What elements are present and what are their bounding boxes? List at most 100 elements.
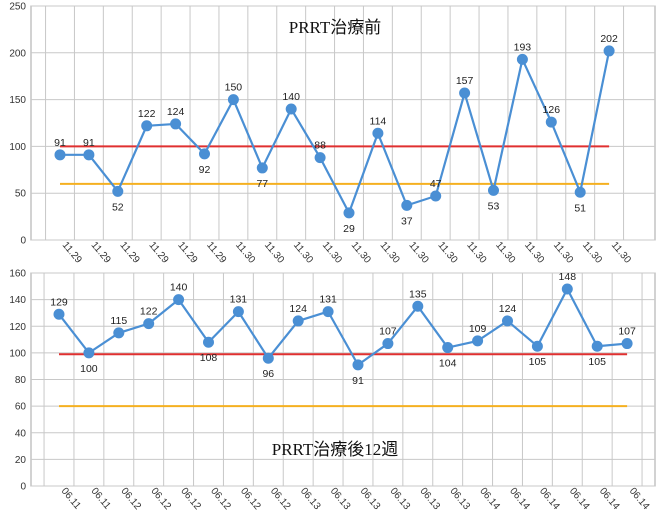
data-point bbox=[412, 300, 424, 312]
data-point bbox=[53, 308, 65, 320]
chart-title: PRRT治療後12週 bbox=[272, 440, 399, 459]
data-point bbox=[256, 162, 268, 174]
data-label: 47 bbox=[430, 178, 442, 190]
data-point bbox=[442, 342, 454, 354]
data-label: 124 bbox=[167, 106, 185, 118]
data-point bbox=[603, 45, 615, 57]
data-point bbox=[488, 184, 499, 196]
data-point bbox=[199, 148, 210, 160]
data-point bbox=[322, 306, 334, 318]
data-label: 105 bbox=[529, 356, 547, 368]
data-point bbox=[83, 149, 95, 161]
data-point bbox=[314, 152, 326, 164]
data-label: 202 bbox=[600, 33, 618, 45]
data-label: 37 bbox=[401, 215, 413, 227]
data-label: 107 bbox=[618, 326, 636, 338]
y-tick-label: 0 bbox=[20, 236, 26, 247]
data-label: 150 bbox=[225, 82, 243, 94]
data-label: 114 bbox=[370, 115, 387, 127]
data-label: 129 bbox=[50, 296, 68, 308]
plot-area bbox=[30, 5, 656, 241]
y-tick-label: 100 bbox=[9, 348, 26, 359]
y-tick-label: 200 bbox=[9, 48, 26, 59]
data-label: 91 bbox=[54, 137, 66, 149]
y-tick-label: 50 bbox=[15, 189, 27, 200]
data-point bbox=[285, 103, 297, 115]
data-point bbox=[561, 283, 573, 295]
data-label: 53 bbox=[488, 200, 500, 212]
data-point bbox=[262, 352, 274, 364]
data-label: 100 bbox=[80, 363, 98, 375]
data-label: 193 bbox=[514, 41, 532, 53]
data-point bbox=[343, 207, 355, 219]
data-label: 148 bbox=[559, 271, 577, 283]
data-point bbox=[143, 318, 155, 330]
data-label: 88 bbox=[314, 140, 326, 152]
data-point bbox=[141, 120, 153, 132]
y-tick-label: 0 bbox=[20, 482, 26, 493]
series-line bbox=[58, 287, 628, 366]
data-label: 92 bbox=[199, 164, 211, 176]
data-point bbox=[472, 335, 484, 347]
data-label: 126 bbox=[543, 104, 561, 116]
data-label: 91 bbox=[352, 375, 364, 387]
data-point bbox=[574, 186, 586, 198]
data-label: 122 bbox=[138, 108, 156, 120]
data-label: 91 bbox=[83, 137, 95, 149]
data-point bbox=[516, 53, 528, 65]
data-point bbox=[54, 149, 66, 161]
data-label: 109 bbox=[469, 323, 487, 335]
data-point bbox=[113, 327, 125, 339]
data-point bbox=[83, 347, 95, 359]
data-point bbox=[173, 294, 185, 306]
y-tick-label: 160 bbox=[9, 269, 26, 280]
data-point bbox=[227, 94, 239, 106]
data-label: 140 bbox=[282, 91, 300, 103]
data-point bbox=[292, 315, 304, 327]
data-label: 52 bbox=[112, 201, 124, 213]
data-label: 135 bbox=[409, 288, 427, 300]
data-point bbox=[372, 127, 384, 139]
data-label: 157 bbox=[456, 75, 474, 87]
y-tick-label: 250 bbox=[9, 2, 26, 13]
data-label: 104 bbox=[439, 358, 457, 370]
data-point bbox=[232, 306, 244, 318]
data-label: 131 bbox=[230, 294, 248, 306]
data-point bbox=[591, 340, 603, 352]
data-label: 124 bbox=[289, 303, 307, 315]
data-label: 105 bbox=[588, 356, 606, 368]
data-label: 115 bbox=[110, 315, 127, 327]
y-tick-label: 80 bbox=[15, 375, 27, 386]
data-point bbox=[352, 359, 364, 371]
data-label: 124 bbox=[499, 303, 517, 315]
data-label: 96 bbox=[262, 368, 274, 380]
y-tick-label: 140 bbox=[9, 295, 26, 306]
data-point bbox=[459, 87, 471, 99]
data-label: 122 bbox=[140, 306, 158, 318]
data-point bbox=[545, 116, 557, 128]
y-tick-label: 120 bbox=[9, 322, 26, 333]
data-point bbox=[170, 118, 182, 130]
data-point bbox=[430, 190, 442, 202]
y-tick-label: 40 bbox=[15, 428, 27, 439]
data-label: 140 bbox=[170, 282, 188, 294]
y-tick-label: 60 bbox=[15, 402, 27, 413]
data-label: 77 bbox=[256, 178, 268, 190]
data-label: 107 bbox=[379, 326, 397, 338]
chart-title: PRRT治療前 bbox=[289, 18, 382, 37]
data-point bbox=[382, 338, 394, 350]
y-tick-label: 20 bbox=[15, 455, 27, 466]
data-point bbox=[621, 338, 633, 350]
data-point bbox=[502, 315, 513, 327]
data-point bbox=[203, 336, 214, 348]
y-tick-label: 100 bbox=[9, 142, 26, 153]
data-point bbox=[112, 185, 124, 197]
y-tick-label: 150 bbox=[9, 95, 26, 106]
data-point bbox=[401, 199, 413, 211]
data-label: 108 bbox=[200, 352, 218, 364]
data-label: 131 bbox=[319, 294, 337, 306]
data-point bbox=[531, 340, 543, 352]
